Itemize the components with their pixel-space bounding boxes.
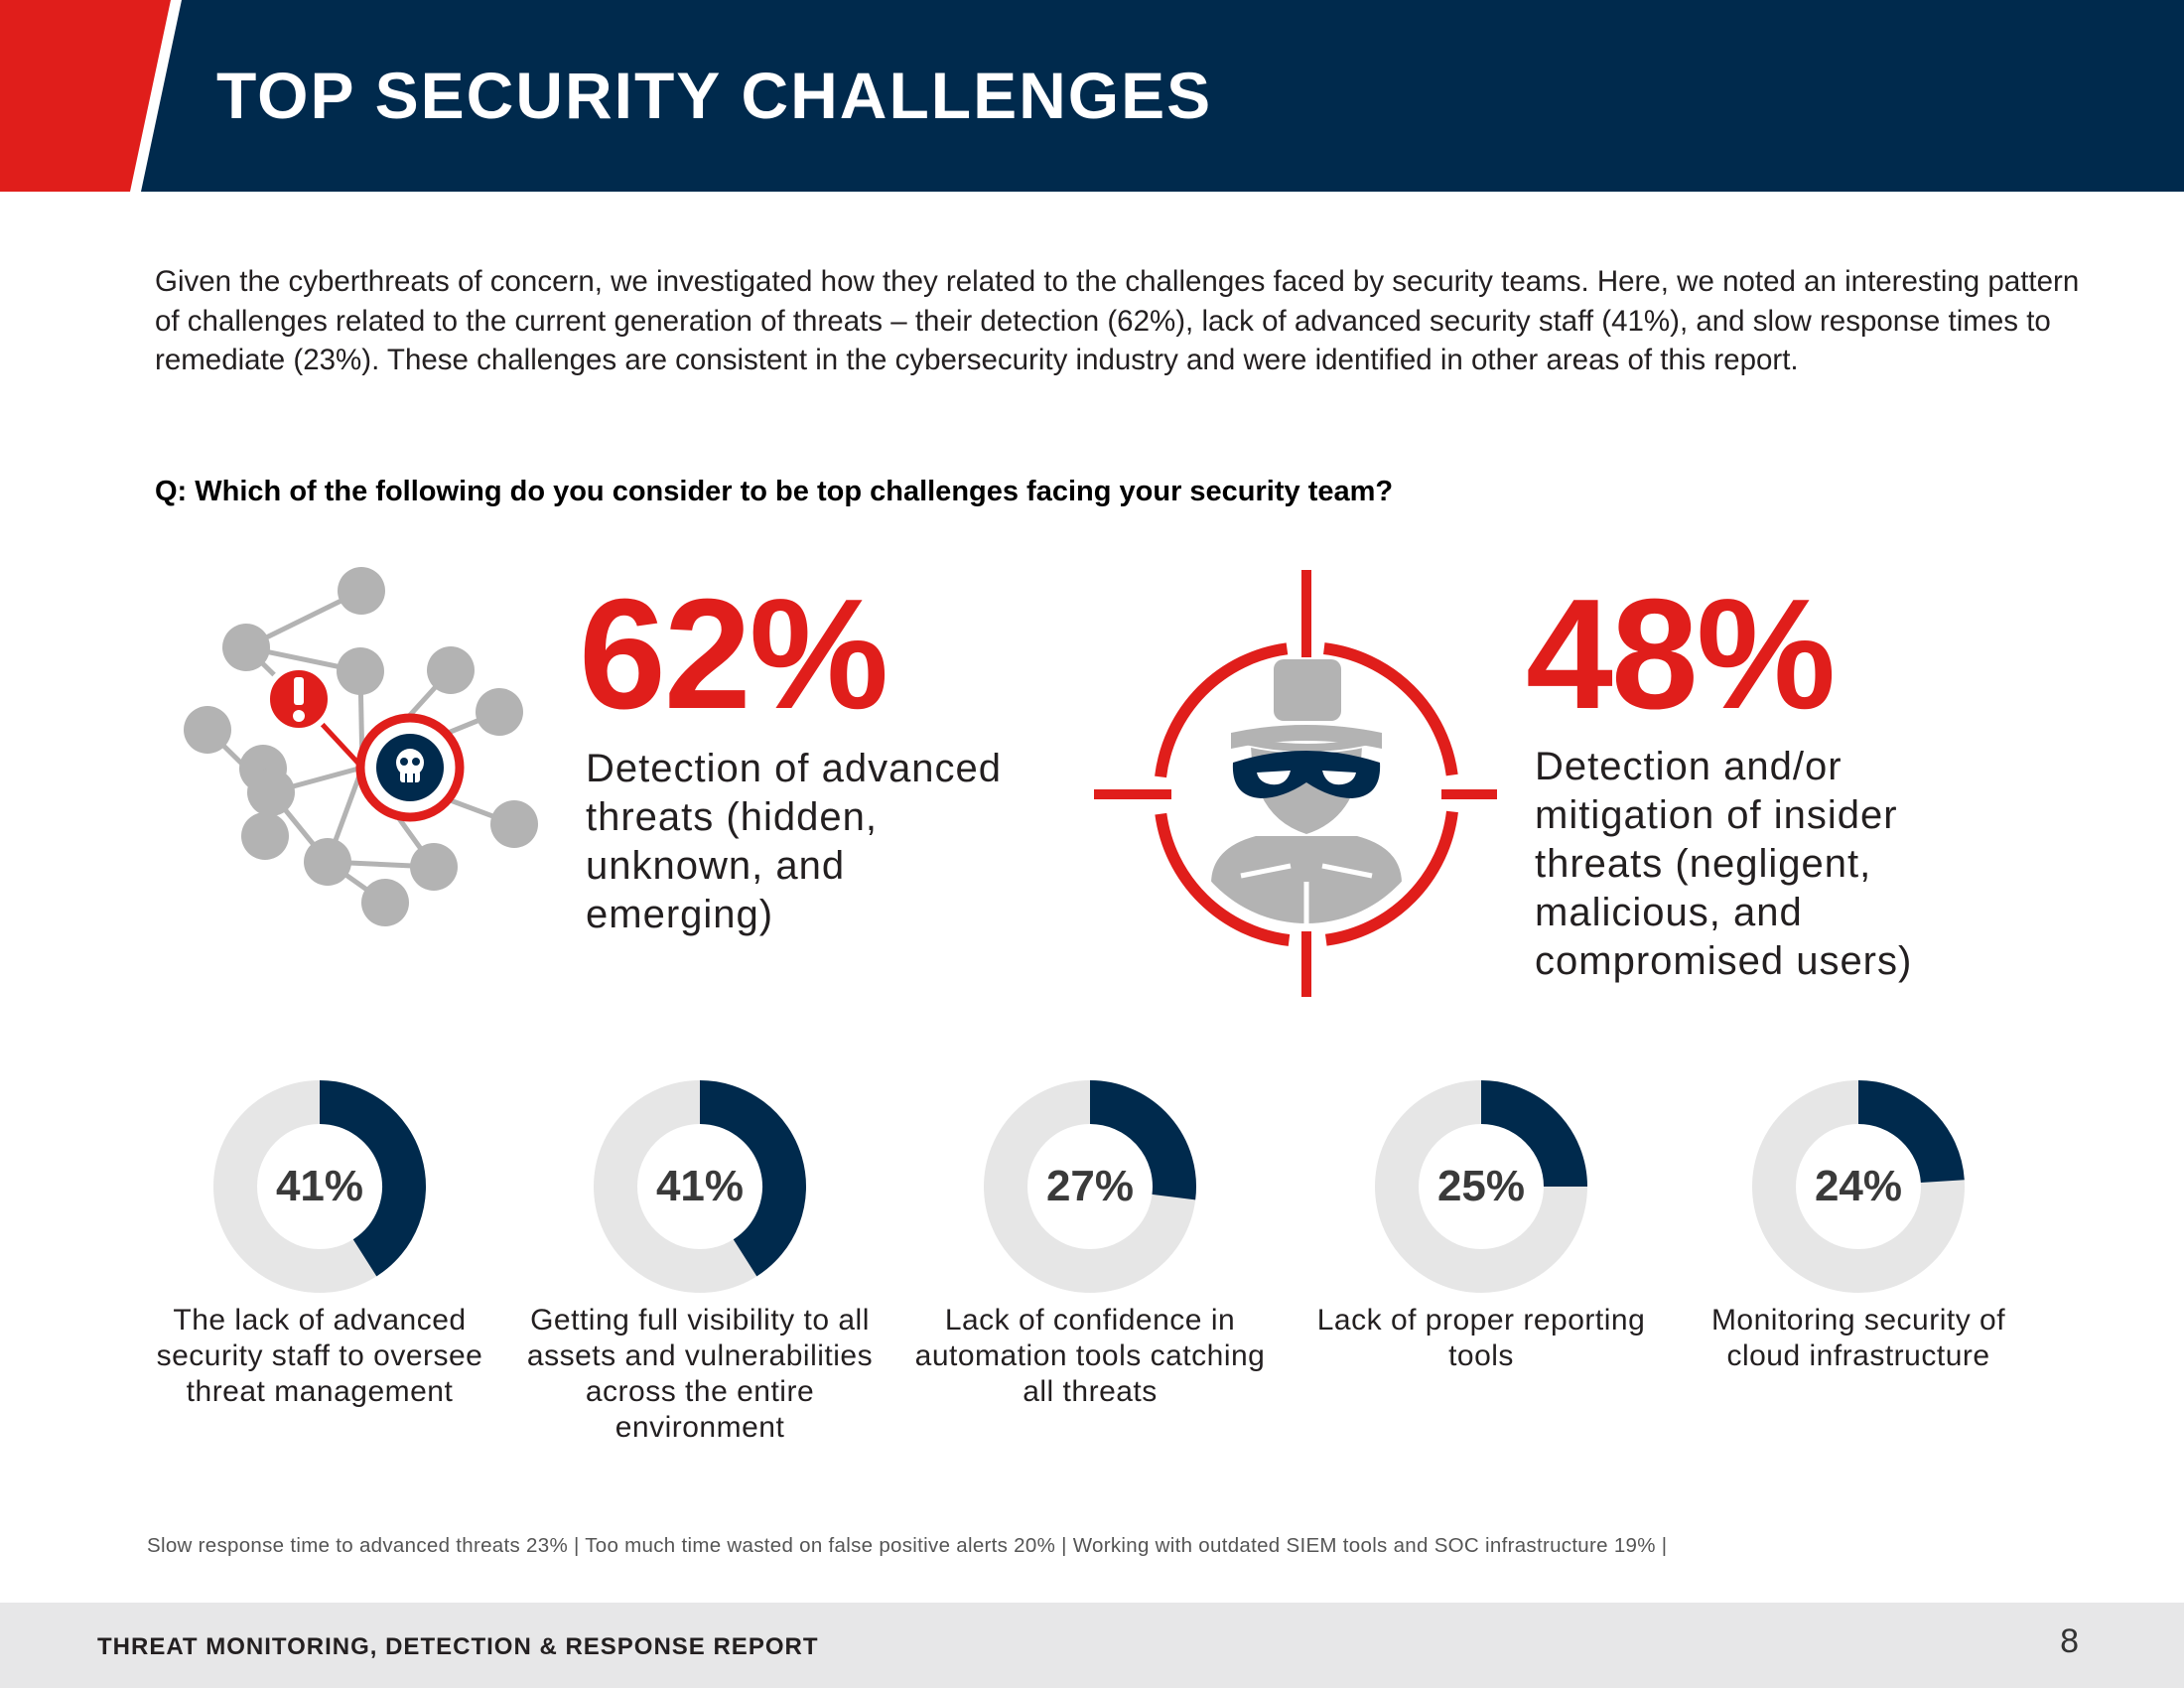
donut-arc bbox=[699, 1080, 806, 1277]
page-number: 8 bbox=[2060, 1622, 2079, 1660]
donut-label: Lack of proper reporting tools bbox=[1316, 1304, 1646, 1372]
page-title: TOP SECURITY CHALLENGES bbox=[216, 59, 1213, 132]
donut-label: Lack of confidence in automation tools c… bbox=[914, 1304, 1266, 1408]
donut-value: 41% bbox=[655, 1162, 745, 1210]
intro-paragraph: Given the cyberthreats of concern, we in… bbox=[155, 265, 2080, 376]
donut-svg bbox=[1375, 1080, 1587, 1293]
header-background bbox=[0, 0, 2184, 192]
donut-label: The lack of advanced security staff to o… bbox=[156, 1304, 483, 1408]
donut-chart: 41% bbox=[590, 1076, 810, 1297]
donut-svg bbox=[984, 1080, 1196, 1293]
header-banner: TOP SECURITY CHALLENGES bbox=[0, 0, 2184, 192]
report-title: THREAT MONITORING, DETECTION & RESPONSE … bbox=[97, 1633, 819, 1660]
donut-arc bbox=[1857, 1080, 1965, 1184]
header-red-slash bbox=[0, 0, 171, 192]
network-threat-icon bbox=[184, 567, 538, 926]
donut-label: Monitoring security of cloud infrastruct… bbox=[1710, 1304, 2006, 1372]
header-navy-band bbox=[0, 0, 2184, 192]
donut-svg bbox=[1752, 1080, 1965, 1293]
highlight-label-detection: Detection of advanced threats (hidden, u… bbox=[586, 747, 1003, 936]
donut-svg bbox=[594, 1080, 806, 1293]
donut-value: 27% bbox=[1045, 1162, 1135, 1210]
highlight-value-insider: 48% bbox=[1526, 567, 1836, 742]
other-challenges-footnote: Slow response time to advanced threats 2… bbox=[147, 1534, 1668, 1557]
donut-arc bbox=[319, 1080, 426, 1277]
donut-chart: 41% bbox=[209, 1076, 430, 1297]
donut-arc bbox=[1089, 1080, 1196, 1200]
donut-value: 25% bbox=[1436, 1162, 1526, 1210]
donut-label: Getting full visibility to all assets an… bbox=[526, 1304, 874, 1444]
donut-chart: 27% bbox=[980, 1076, 1200, 1297]
donut-value: 24% bbox=[1814, 1162, 1903, 1210]
insider-target-icon bbox=[1094, 570, 1497, 997]
donut-arc bbox=[1480, 1080, 1587, 1188]
donut-svg bbox=[213, 1080, 426, 1293]
donut-chart: 25% bbox=[1371, 1076, 1591, 1297]
highlight-label-insider: Detection and/or mitigation of insider t… bbox=[1535, 745, 1913, 983]
survey-question: Q: Which of the following do you conside… bbox=[155, 476, 1394, 507]
donut-value: 41% bbox=[275, 1162, 364, 1210]
donut-chart: 24% bbox=[1748, 1076, 1969, 1297]
highlight-value-detection: 62% bbox=[579, 567, 888, 742]
footer-bar bbox=[0, 1603, 2184, 1688]
